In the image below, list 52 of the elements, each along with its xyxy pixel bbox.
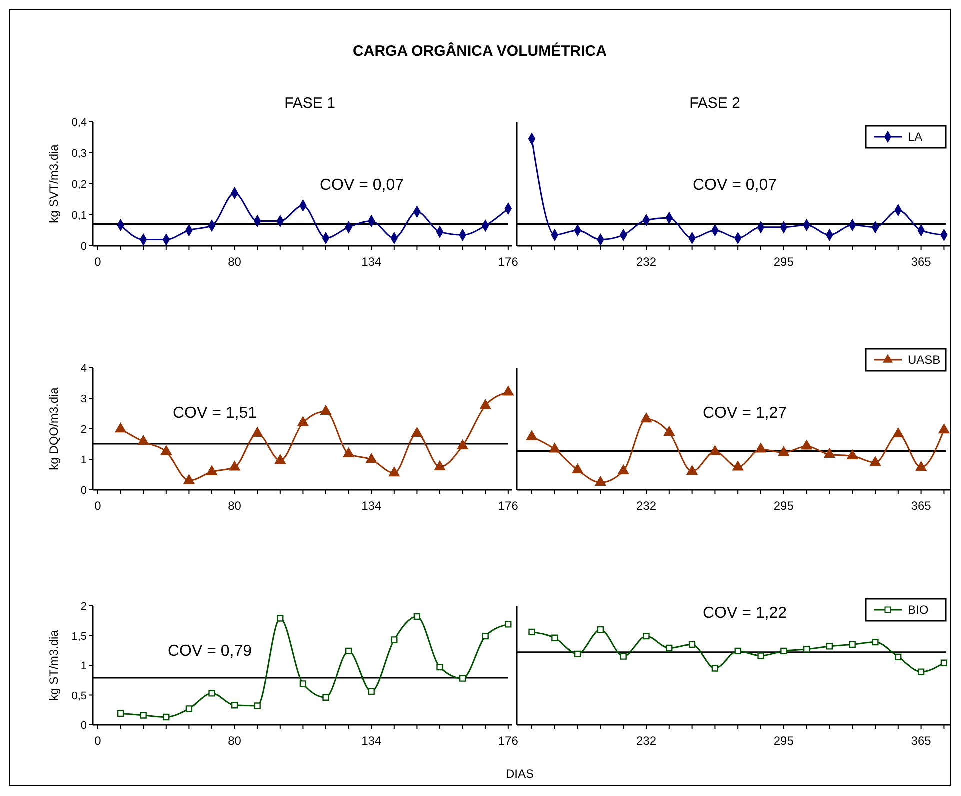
x-tick-label: 134 — [362, 499, 382, 513]
y-tick-label: 0,1 — [72, 210, 87, 222]
x-axis-title: DIAS — [506, 767, 534, 781]
y-tick-label: 0,4 — [72, 117, 87, 129]
y-axis-title: kg DQO/m3.dia — [47, 387, 61, 470]
x-tick-label: 232 — [636, 499, 657, 513]
ref-line-label: COV = 1,27 — [702, 405, 788, 422]
x-tick-label: 80 — [228, 499, 242, 513]
y-tick-label: 0,2 — [72, 179, 87, 191]
x-tick-label: 0 — [94, 734, 102, 748]
ref-line-label: COV = 1,51 — [172, 405, 258, 422]
x-tick-label: 134 — [362, 734, 382, 748]
x-tick-label: 295 — [774, 499, 794, 513]
chart-subtitle: FASE 1 — [284, 95, 336, 112]
ref-line-label: COV = 0,07 — [320, 177, 404, 194]
y-tick-label: 2 — [80, 601, 87, 613]
legend-label: BIO — [908, 603, 929, 617]
y-tick-label: 0 — [80, 241, 87, 253]
legend-label: LA — [908, 130, 923, 144]
ref-line-label: COV = 1,22 — [702, 605, 788, 622]
x-tick-label: 365 — [911, 255, 932, 269]
x-tick-label: 0 — [94, 255, 102, 269]
y-tick-label: 1,5 — [72, 630, 87, 643]
x-tick-label: 295 — [774, 734, 794, 748]
x-tick-label: 232 — [636, 734, 657, 748]
chart-title: CARGA ORGÂNICA VOLUMÉTRICA — [353, 42, 608, 60]
ref-line-label: COV = 0,79 — [168, 643, 252, 660]
y-tick-label: 3 — [80, 394, 87, 406]
x-tick-label: 80 — [228, 255, 242, 269]
legend-label: UASB — [908, 353, 941, 367]
x-tick-label: 295 — [774, 255, 794, 269]
y-tick-label: 0,5 — [72, 690, 87, 702]
x-tick-label: 80 — [228, 734, 242, 748]
y-tick-label: 1 — [80, 660, 87, 672]
x-tick-label: 176 — [498, 734, 519, 748]
x-tick-label: 176 — [498, 255, 519, 269]
y-tick-label: 0 — [80, 720, 87, 732]
x-tick-label: 365 — [911, 734, 932, 748]
y-tick-label: 0,3 — [72, 148, 87, 160]
y-axis-title: kg SVT/m3.dia — [47, 144, 61, 224]
y-tick-label: 0 — [80, 485, 87, 497]
x-tick-label: 232 — [636, 255, 657, 269]
x-tick-label: 134 — [362, 255, 382, 269]
ref-line-label: COV = 0,07 — [692, 177, 778, 194]
chart-subtitle: FASE 2 — [690, 95, 740, 112]
y-tick-label: 4 — [80, 363, 87, 375]
x-tick-label: 176 — [498, 499, 519, 513]
y-tick-label: 1 — [80, 454, 87, 466]
x-tick-label: 365 — [911, 499, 932, 513]
y-axis-title: kg ST/m3.dia — [47, 630, 61, 701]
y-tick-label: 2 — [80, 424, 87, 436]
x-tick-label: 0 — [94, 499, 102, 513]
